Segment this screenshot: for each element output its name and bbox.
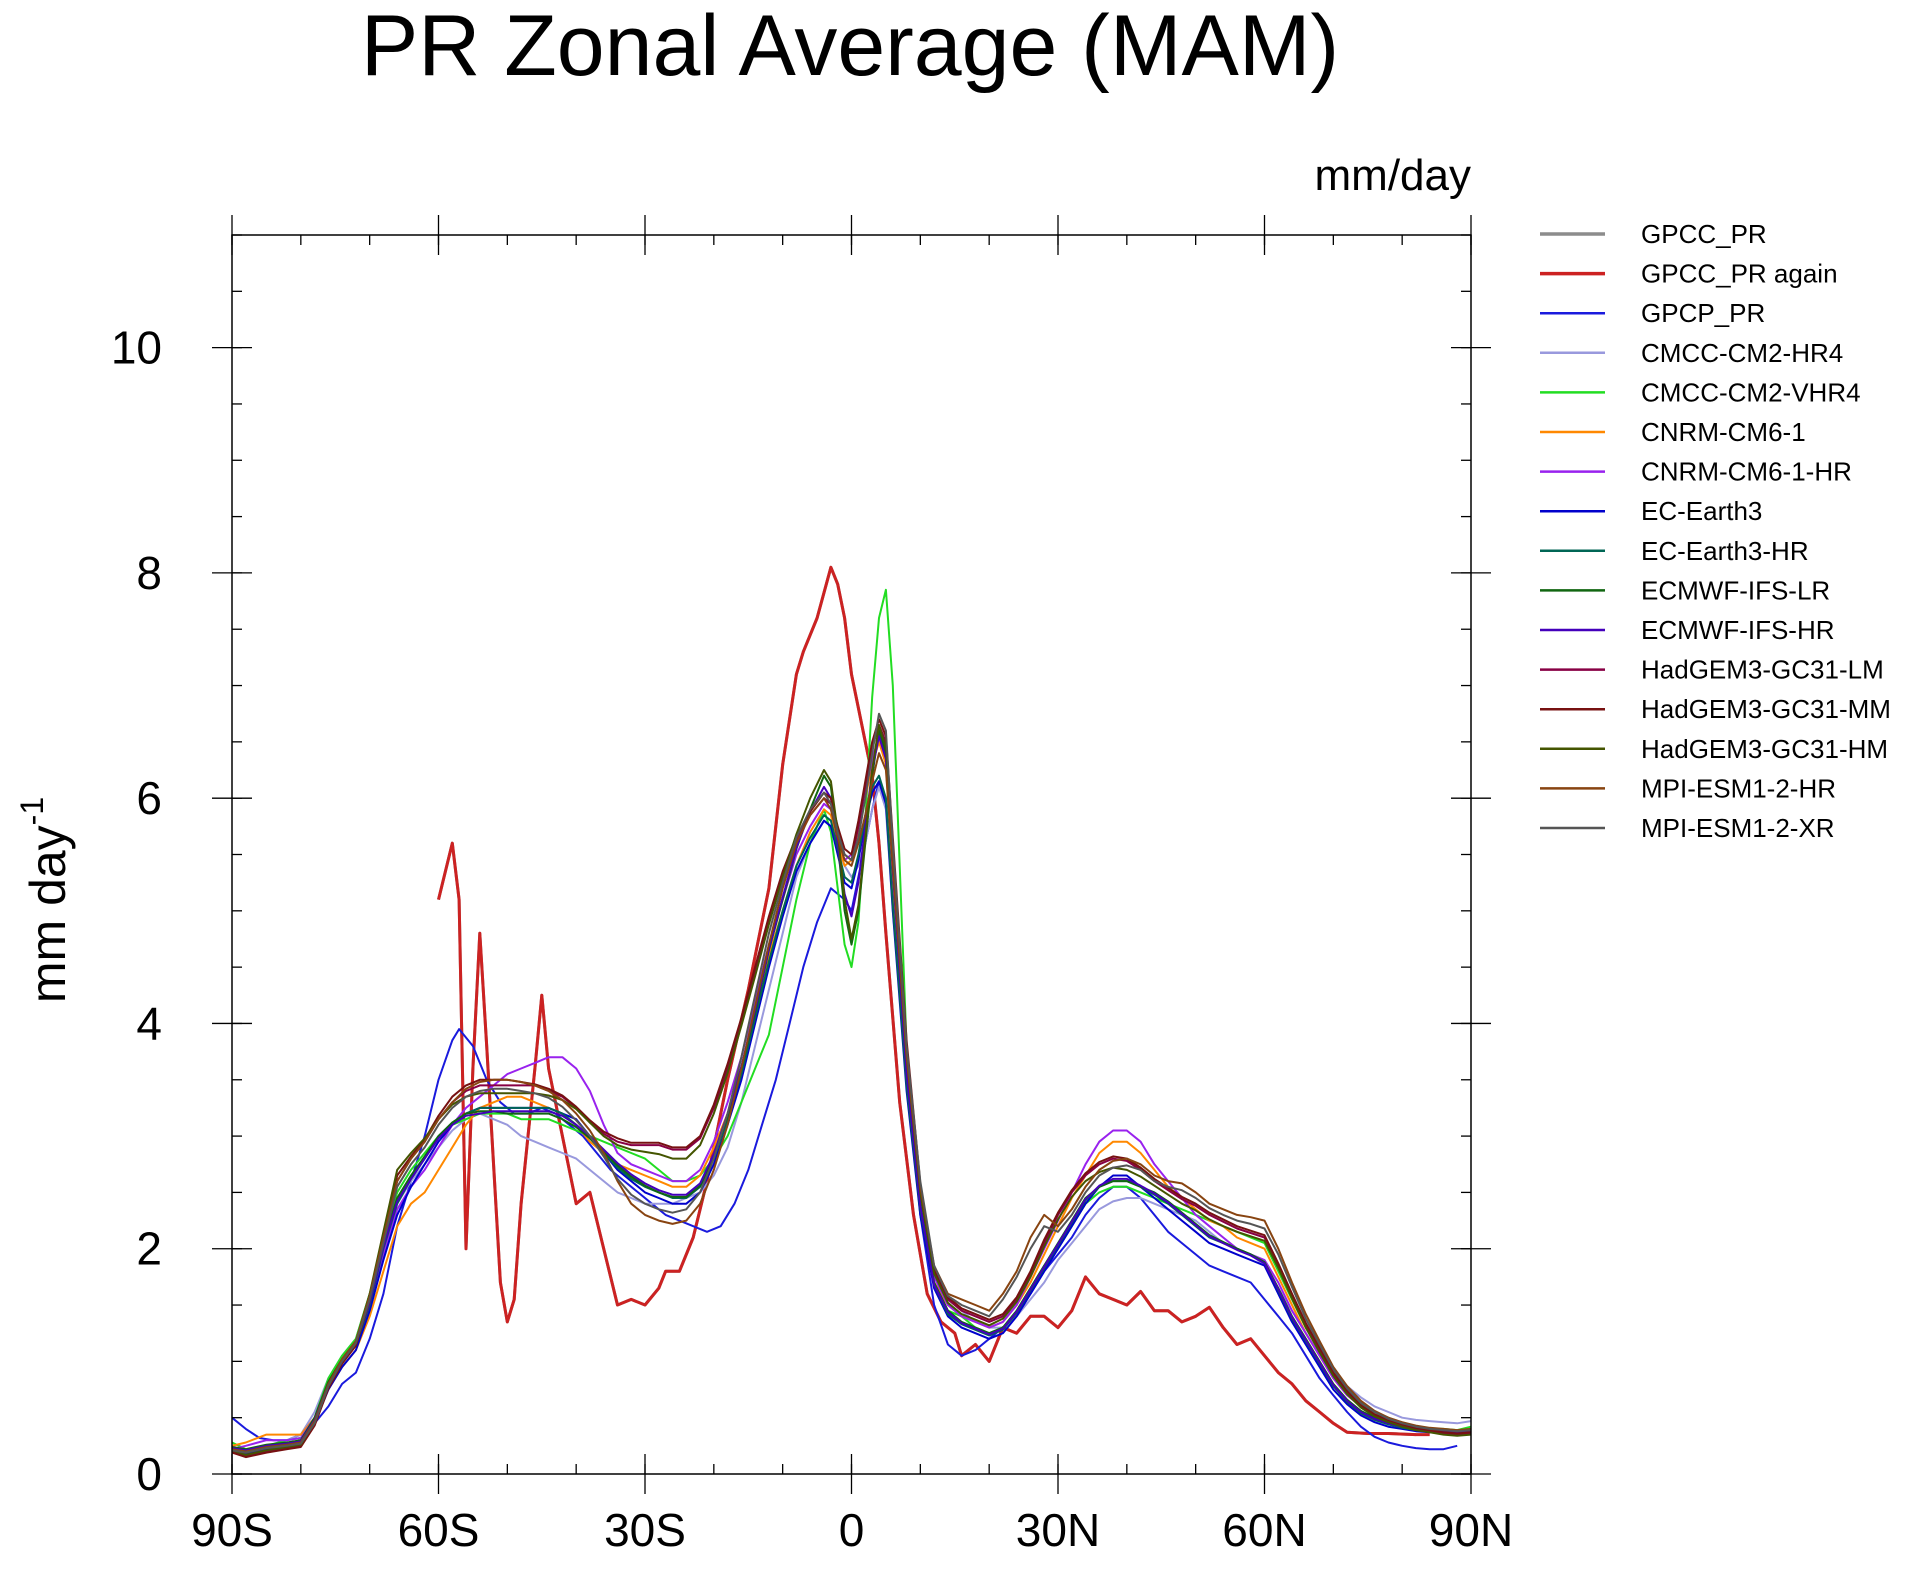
legend-item: MPI-ESM1-2-HR bbox=[1540, 773, 1836, 803]
legend-item: ECMWF-IFS-HR bbox=[1540, 615, 1835, 645]
legend-item: EC-Earth3 bbox=[1540, 496, 1762, 526]
units-label: mm/day bbox=[1315, 151, 1471, 200]
series-line-9 bbox=[231, 729, 1472, 1451]
legend-label: MPI-ESM1-2-HR bbox=[1641, 773, 1836, 803]
legend: GPCC_PR GPCC_PR again GPCP_PR CMCC-CM2-HR4 C… bbox=[1540, 219, 1891, 843]
x-tick-label: 30N bbox=[1016, 1504, 1100, 1556]
x-tick-label: 60N bbox=[1222, 1504, 1306, 1556]
x-tick-label: 90N bbox=[1429, 1504, 1513, 1556]
legend-label: GPCC_PR bbox=[1641, 219, 1767, 249]
series-line-4 bbox=[231, 588, 1472, 1451]
series-line-2 bbox=[231, 780, 1458, 1451]
legend-item: ECMWF-IFS-LR bbox=[1540, 575, 1830, 605]
legend-label: CMCC-CM2-VHR4 bbox=[1641, 377, 1861, 407]
legend-label: GPCC_PR again bbox=[1641, 259, 1838, 289]
ticks-layer: 90S 60S 30S 0 30N 60N 90N 0 2 4 6 8 10 bbox=[111, 215, 1513, 1556]
legend-item: GPCP_PR bbox=[1540, 298, 1765, 328]
legend-label: CNRM-CM6-1-HR bbox=[1641, 457, 1852, 487]
series-line-10 bbox=[231, 735, 1472, 1452]
y-tick-label: 10 bbox=[111, 322, 162, 374]
x-tick-label: 90S bbox=[191, 1504, 273, 1556]
legend-label: GPCP_PR bbox=[1641, 298, 1765, 328]
series-line-11 bbox=[231, 724, 1472, 1457]
series-line-14 bbox=[231, 752, 1472, 1453]
legend-label: EC-Earth3-HR bbox=[1641, 536, 1809, 566]
series-line-13 bbox=[231, 724, 1472, 1456]
legend-label: HadGEM3-GC31-LM bbox=[1641, 655, 1884, 685]
series-line-6 bbox=[231, 735, 1472, 1451]
legend-item: CMCC-CM2-HR4 bbox=[1540, 338, 1843, 368]
series-line-15 bbox=[231, 712, 1472, 1454]
series-line-12 bbox=[231, 718, 1472, 1459]
legend-label: HadGEM3-GC31-MM bbox=[1641, 694, 1891, 724]
legend-item: HadGEM3-GC31-LM bbox=[1540, 655, 1884, 685]
series-layer bbox=[231, 565, 1472, 1459]
y-tick-label: 2 bbox=[136, 1223, 162, 1275]
y-tick-label: 4 bbox=[136, 997, 162, 1049]
legend-item: EC-Earth3-HR bbox=[1540, 536, 1809, 566]
legend-item: GPCC_PR bbox=[1540, 219, 1767, 249]
legend-label: MPI-ESM1-2-XR bbox=[1641, 813, 1835, 843]
legend-item: GPCC_PR again bbox=[1540, 259, 1838, 289]
legend-item: HadGEM3-GC31-MM bbox=[1540, 694, 1891, 724]
legend-label: CMCC-CM2-HR4 bbox=[1641, 338, 1843, 368]
legend-item: HadGEM3-GC31-HM bbox=[1540, 734, 1888, 764]
legend-item: CNRM-CM6-1-HR bbox=[1540, 457, 1852, 487]
y-tick-label: 8 bbox=[136, 547, 162, 599]
x-tick-label: 0 bbox=[839, 1504, 865, 1556]
x-tick-label: 60S bbox=[398, 1504, 480, 1556]
legend-item: CMCC-CM2-VHR4 bbox=[1540, 377, 1861, 407]
legend-label: HadGEM3-GC31-HM bbox=[1641, 734, 1888, 764]
legend-label: ECMWF-IFS-LR bbox=[1641, 575, 1830, 605]
legend-label: EC-Earth3 bbox=[1641, 496, 1762, 526]
y-axis-label-text: mm day bbox=[20, 825, 76, 1003]
y-tick-label: 0 bbox=[136, 1448, 162, 1500]
legend-item: CNRM-CM6-1 bbox=[1540, 417, 1806, 447]
y-axis-label-superscript: -1 bbox=[14, 797, 50, 825]
y-tick-label: 6 bbox=[136, 772, 162, 824]
series-line-5 bbox=[231, 740, 1472, 1447]
legend-label: CNRM-CM6-1 bbox=[1641, 417, 1806, 447]
chart-title: PR Zonal Average (MAM) bbox=[361, 0, 1339, 94]
legend-item: MPI-ESM1-2-XR bbox=[1540, 813, 1835, 843]
legend-label: ECMWF-IFS-HR bbox=[1641, 615, 1835, 645]
x-tick-label: 30S bbox=[604, 1504, 686, 1556]
y-axis-label: mm day-1 bbox=[14, 797, 76, 1003]
